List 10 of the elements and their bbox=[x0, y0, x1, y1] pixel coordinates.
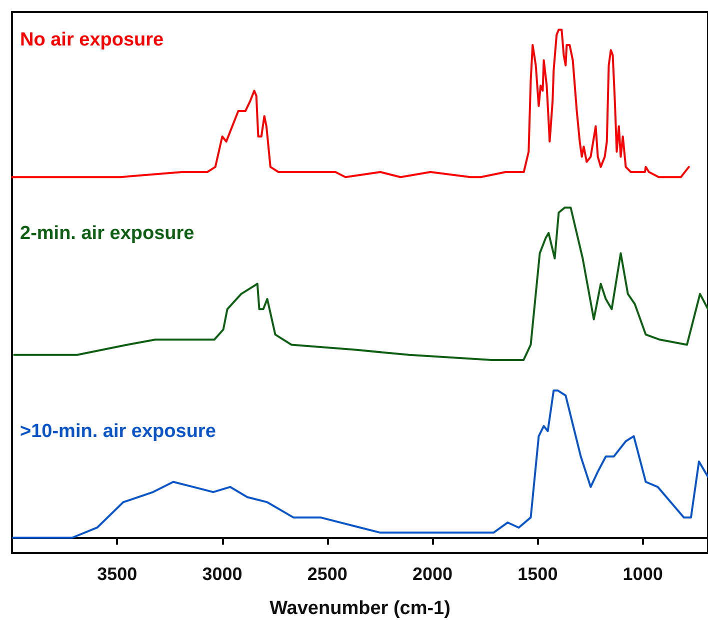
text: >10-min. air exposure bbox=[20, 420, 216, 442]
text: 2-min. air exposure bbox=[20, 222, 194, 244]
x-tick-label: 2000 bbox=[412, 564, 453, 584]
x-tick-label: 3500 bbox=[97, 564, 138, 584]
x-tick-label: 1000 bbox=[622, 564, 663, 584]
x-tick-label: 3000 bbox=[202, 564, 242, 584]
x-axis-title: Wavenumber (cm-1) bbox=[270, 598, 450, 619]
text: No air exposure bbox=[20, 30, 164, 51]
x-tick-label: 2500 bbox=[307, 564, 348, 584]
x-tick-label: 1500 bbox=[518, 564, 558, 584]
